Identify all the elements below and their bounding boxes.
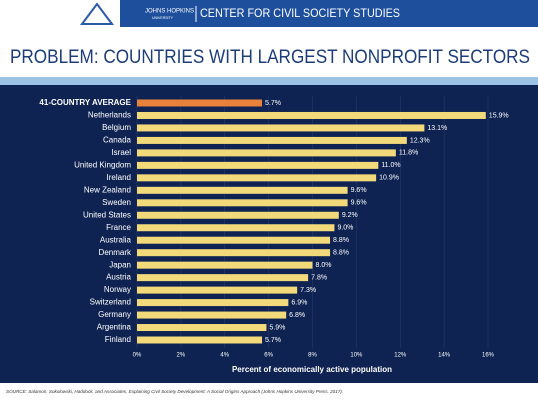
bar (137, 136, 407, 144)
value-label: 8.0% (316, 262, 332, 269)
category-label: Sweden (102, 198, 131, 207)
value-label: 5.7% (265, 337, 281, 344)
value-label: 11.8% (399, 150, 418, 157)
x-tick-label: 16% (482, 353, 495, 359)
x-tick-label: 12% (394, 353, 407, 359)
value-label: 13.1% (427, 125, 447, 132)
bar (137, 174, 377, 182)
value-label: 10.9% (379, 175, 399, 182)
bar (137, 224, 335, 232)
bar (137, 299, 289, 307)
bar (137, 111, 486, 119)
bar (137, 249, 331, 257)
chart-panel (0, 85, 538, 383)
x-tick-label: 4% (220, 353, 229, 359)
category-label: Germany (98, 310, 131, 319)
bar (137, 186, 348, 194)
category-label: Canada (103, 136, 132, 145)
university: JOHNS HOPKINS (145, 9, 194, 15)
value-label: 9.6% (351, 187, 367, 194)
category-label: 41-COUNTRY AVERAGE (39, 98, 131, 107)
value-label: 9.0% (337, 225, 353, 232)
x-tick-label: 6% (264, 353, 273, 359)
university-sub: UNIVERSITY (152, 16, 174, 20)
bar (137, 236, 331, 244)
value-label: 15.9% (489, 112, 509, 119)
category-label: Denmark (99, 248, 132, 257)
bar (137, 324, 267, 332)
x-tick-label: 0% (133, 353, 142, 359)
logo (80, 2, 114, 25)
category-label: Netherlands (88, 111, 131, 120)
x-tick-label: 8% (308, 353, 317, 359)
x-axis-label: Percent of economically active populatio… (232, 365, 392, 374)
value-label: 6.9% (291, 299, 307, 306)
category-label: New Zealand (84, 185, 131, 194)
value-label: 8.8% (333, 250, 349, 257)
category-label: Switzerland (90, 298, 131, 307)
bar (137, 211, 339, 219)
category-label: Israel (111, 148, 131, 157)
value-label: 5.9% (269, 324, 285, 331)
bar (137, 199, 348, 207)
value-label: 7.3% (300, 287, 316, 294)
value-label: 8.8% (333, 237, 349, 244)
bar (137, 124, 425, 132)
value-label: 5.7% (265, 100, 281, 107)
x-tick-label: 10% (350, 353, 363, 359)
category-label: Finland (105, 335, 131, 344)
category-label: France (106, 223, 131, 232)
value-label: 7.8% (311, 274, 327, 281)
bar (137, 99, 263, 107)
value-label: 9.6% (351, 200, 367, 207)
value-label: 9.2% (342, 212, 358, 219)
title-strip (0, 77, 538, 85)
category-label: Belgium (102, 123, 131, 132)
bar (137, 161, 379, 169)
bar (137, 261, 313, 269)
x-tick-label: 2% (177, 353, 186, 359)
x-tick-label: 14% (438, 353, 451, 359)
bar (137, 149, 396, 157)
chart-title: PROBLEM: COUNTRIES WITH LARGEST NONPROFI… (10, 47, 530, 68)
header-band (120, 0, 538, 27)
category-label: United States (83, 210, 131, 219)
source: SOURCE: Salamon, Sokolowski, Haddock, an… (6, 389, 343, 394)
category-label: Argentina (97, 323, 132, 332)
category-label: Japan (109, 260, 131, 269)
category-label: Austria (106, 273, 131, 282)
value-label: 12.3% (410, 137, 430, 144)
bar (137, 286, 298, 294)
center-name: CENTER FOR CIVIL SOCIETY STUDIES (200, 6, 400, 20)
bar (137, 311, 287, 319)
bar (137, 336, 263, 344)
value-label: 6.8% (289, 312, 305, 319)
category-label: Australia (100, 235, 132, 244)
category-label: Ireland (107, 173, 131, 182)
category-label: United Kingdom (74, 160, 131, 169)
category-label: Norway (104, 285, 131, 294)
bar (137, 274, 309, 282)
value-label: 11.0% (381, 162, 400, 169)
